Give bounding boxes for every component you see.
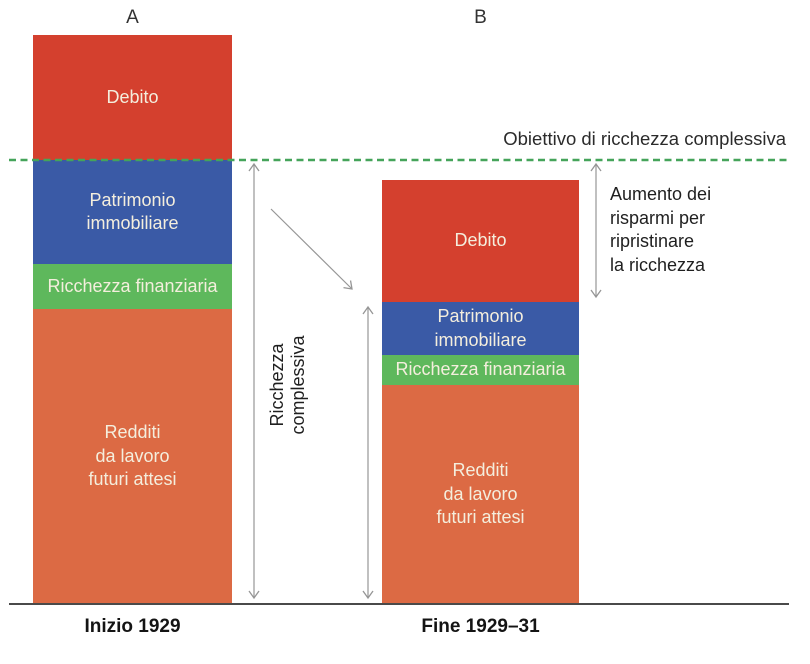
bar-segment-debito-b: Debito [382,180,579,302]
bar-segment-patrimonio-immobiliare-a: Patrimonio immobiliare [33,160,232,264]
x-axis-label-fine-1929-31: Fine 1929–31 [421,616,540,637]
bar-segment-debito-a: Debito [33,35,232,160]
x-axis-line [9,603,789,605]
bar-segment-redditi-da-lavoro-futuri-attesi-a: Redditi da lavoro futuri attesi [33,309,232,604]
bar-segment-label: Debito [106,86,159,107]
bar-segment-label: Debito [454,230,507,251]
bar-segment-label: Redditi da lavoro futuri attesi [436,460,525,528]
column-label-a: A [126,7,139,28]
bar-segment-label: Ricchezza finanziaria [395,359,566,380]
bar-segment-redditi-da-lavoro-futuri-attesi-b: Redditi da lavoro futuri attesi [382,385,579,604]
savings-annotation: Aumento dei risparmi per ripristinare la… [610,184,712,275]
x-axis-label-inizio-1929: Inizio 1929 [84,616,181,637]
bar-segment-label: Patrimonio immobiliare [434,306,527,350]
total-wealth-arrow-label: Ricchezza complessiva [266,335,308,435]
column-label-b: B [474,7,487,28]
bar-segment-label: Ricchezza finanziaria [47,275,218,296]
wealth-target-label: Obiettivo di ricchezza complessiva [503,128,786,149]
bar-segment-patrimonio-immobiliare-b: Patrimonio immobiliare [382,302,579,355]
bar-segment-ricchezza-finanziaria-a: Ricchezza finanziaria [33,264,232,309]
bar-segment-ricchezza-finanziaria-b: Ricchezza finanziaria [382,355,579,385]
bar-segment-label: Redditi da lavoro futuri attesi [88,422,177,490]
bar-segment-label: Patrimonio immobiliare [86,189,179,233]
